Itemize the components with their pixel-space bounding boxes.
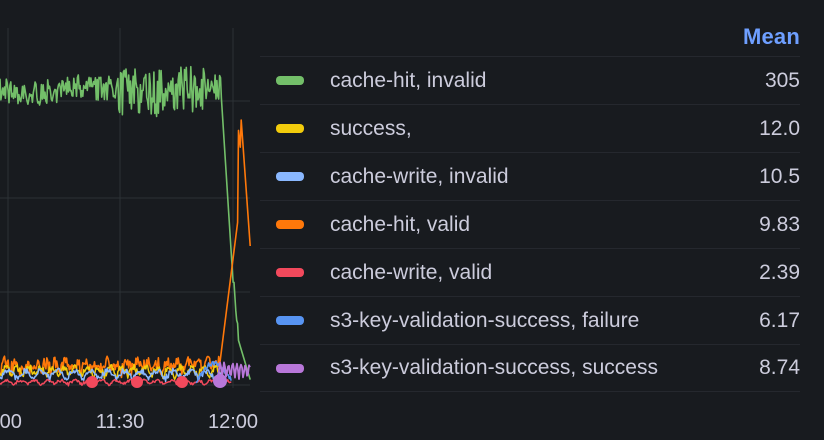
legend-color-swatch[interactable]: [276, 220, 304, 229]
legend-row[interactable]: s3-key-validation-success, success 8.74: [260, 344, 800, 392]
series-line-s3-key-validation-success: [217, 361, 251, 381]
legend-row[interactable]: cache-hit, valid 9.83: [260, 200, 800, 248]
legend-color-swatch[interactable]: [276, 268, 304, 277]
x-axis-tick-label: :00: [0, 411, 22, 433]
legend-series-label[interactable]: cache-write, invalid: [330, 164, 509, 188]
data-point-marker[interactable]: [86, 376, 98, 388]
legend-mean-value: 8.74: [759, 356, 800, 379]
legend-mean-value: 2.39: [759, 260, 800, 284]
legend-series-label[interactable]: success,: [330, 116, 412, 140]
legend-header: Mean: [260, 0, 800, 56]
data-point-marker[interactable]: [213, 374, 227, 388]
legend-mean-value: 12.0: [759, 116, 800, 140]
legend-color-swatch[interactable]: [276, 76, 304, 85]
legend-color-swatch[interactable]: [276, 316, 304, 325]
legend-mean-value: 305: [764, 68, 800, 92]
legend-series-label[interactable]: s3-key-validation-success, success: [330, 356, 658, 379]
legend-series-label[interactable]: cache-hit, valid: [330, 212, 471, 236]
legend-row[interactable]: s3-key-validation-success, failure 6.17: [260, 296, 800, 344]
legend-row[interactable]: success, 12.0: [260, 104, 800, 152]
legend-row[interactable]: cache-hit, invalid 305: [260, 56, 800, 104]
legend-series-label[interactable]: s3-key-validation-success, failure: [330, 308, 640, 332]
chart-svg: [0, 28, 251, 388]
legend-row[interactable]: cache-write, valid 2.39: [260, 248, 800, 296]
legend-row[interactable]: cache-write, invalid 10.5: [260, 152, 800, 200]
legend-mean-value: 10.5: [759, 164, 800, 188]
legend-series-label[interactable]: cache-write, valid: [330, 260, 493, 284]
legend-color-swatch[interactable]: [276, 172, 304, 181]
legend-column-header-mean[interactable]: Mean: [742, 24, 800, 49]
x-axis-tick-label: 11:30: [95, 411, 145, 433]
chart-plot-area[interactable]: :00 11:30 12:00: [0, 0, 260, 440]
legend: Mean cache-hit, invalid 305 success, 12.0 ca…: [260, 0, 824, 440]
data-point-marker[interactable]: [131, 376, 143, 388]
legend-rows: cache-hit, invalid 305 success, 12.0 cache-w…: [260, 56, 800, 392]
series-line-cache-write-valid: [0, 378, 232, 387]
data-point-marker[interactable]: [176, 376, 188, 388]
series-line-cache-hit-valid: [0, 119, 251, 379]
x-axis-tick-label: 12:00: [207, 411, 259, 433]
series-line-cache-hit-invalid: [0, 65, 251, 380]
x-axis: :00 11:30 12:00: [0, 404, 260, 434]
legend-series-label[interactable]: cache-hit, invalid: [330, 68, 487, 92]
series-line-cache-write-invalid: [0, 367, 227, 383]
legend-color-swatch[interactable]: [276, 124, 304, 133]
legend-mean-value: 6.17: [759, 308, 800, 332]
series-line-success: [0, 363, 222, 381]
legend-color-swatch[interactable]: [276, 363, 304, 373]
legend-mean-value: 9.83: [759, 212, 800, 236]
